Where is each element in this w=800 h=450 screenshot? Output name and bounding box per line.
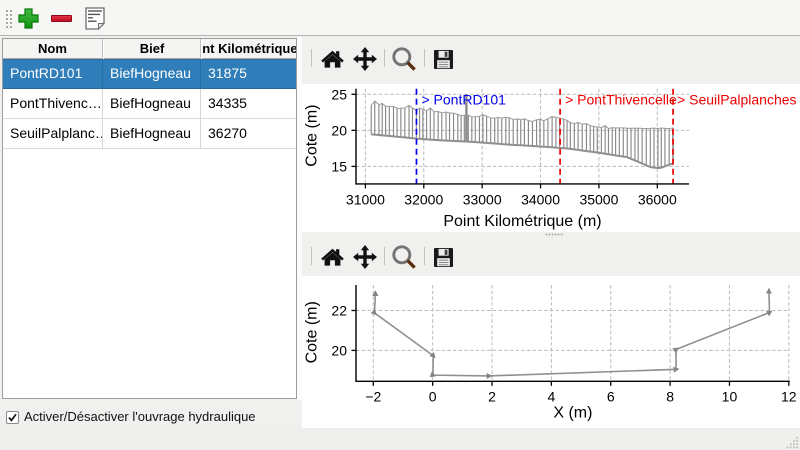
svg-text:33000: 33000 <box>463 192 502 208</box>
svg-text:X (m): X (m) <box>553 405 592 422</box>
svg-text:10: 10 <box>722 389 738 405</box>
svg-text:22: 22 <box>331 303 347 319</box>
svg-text:34000: 34000 <box>521 192 560 208</box>
svg-text:20: 20 <box>331 342 347 358</box>
svg-text:2: 2 <box>488 389 496 405</box>
svg-text:Cote (m): Cote (m) <box>303 104 320 166</box>
svg-text:Point Kilométrique (m): Point Kilométrique (m) <box>443 213 601 230</box>
svg-text:6: 6 <box>607 389 615 405</box>
svg-text:8: 8 <box>666 389 674 405</box>
svg-text:Cote (m): Cote (m) <box>303 301 320 363</box>
svg-text:0: 0 <box>429 389 437 405</box>
svg-text:25: 25 <box>331 86 347 102</box>
svg-text:> SeuilPalplanches: > SeuilPalplanches <box>677 92 796 108</box>
svg-text:> PontRD101: > PontRD101 <box>421 92 506 108</box>
svg-text:35000: 35000 <box>579 192 618 208</box>
svg-text:20: 20 <box>331 122 347 138</box>
svg-text:4: 4 <box>547 389 555 405</box>
svg-text:31000: 31000 <box>346 192 385 208</box>
svg-text:32000: 32000 <box>404 192 443 208</box>
svg-text:15: 15 <box>331 158 347 174</box>
svg-text:12: 12 <box>781 389 797 405</box>
svg-text:−2: −2 <box>365 389 381 405</box>
svg-text:36000: 36000 <box>638 192 677 208</box>
svg-text:> PontThivencelle: > PontThivencelle <box>565 92 677 108</box>
